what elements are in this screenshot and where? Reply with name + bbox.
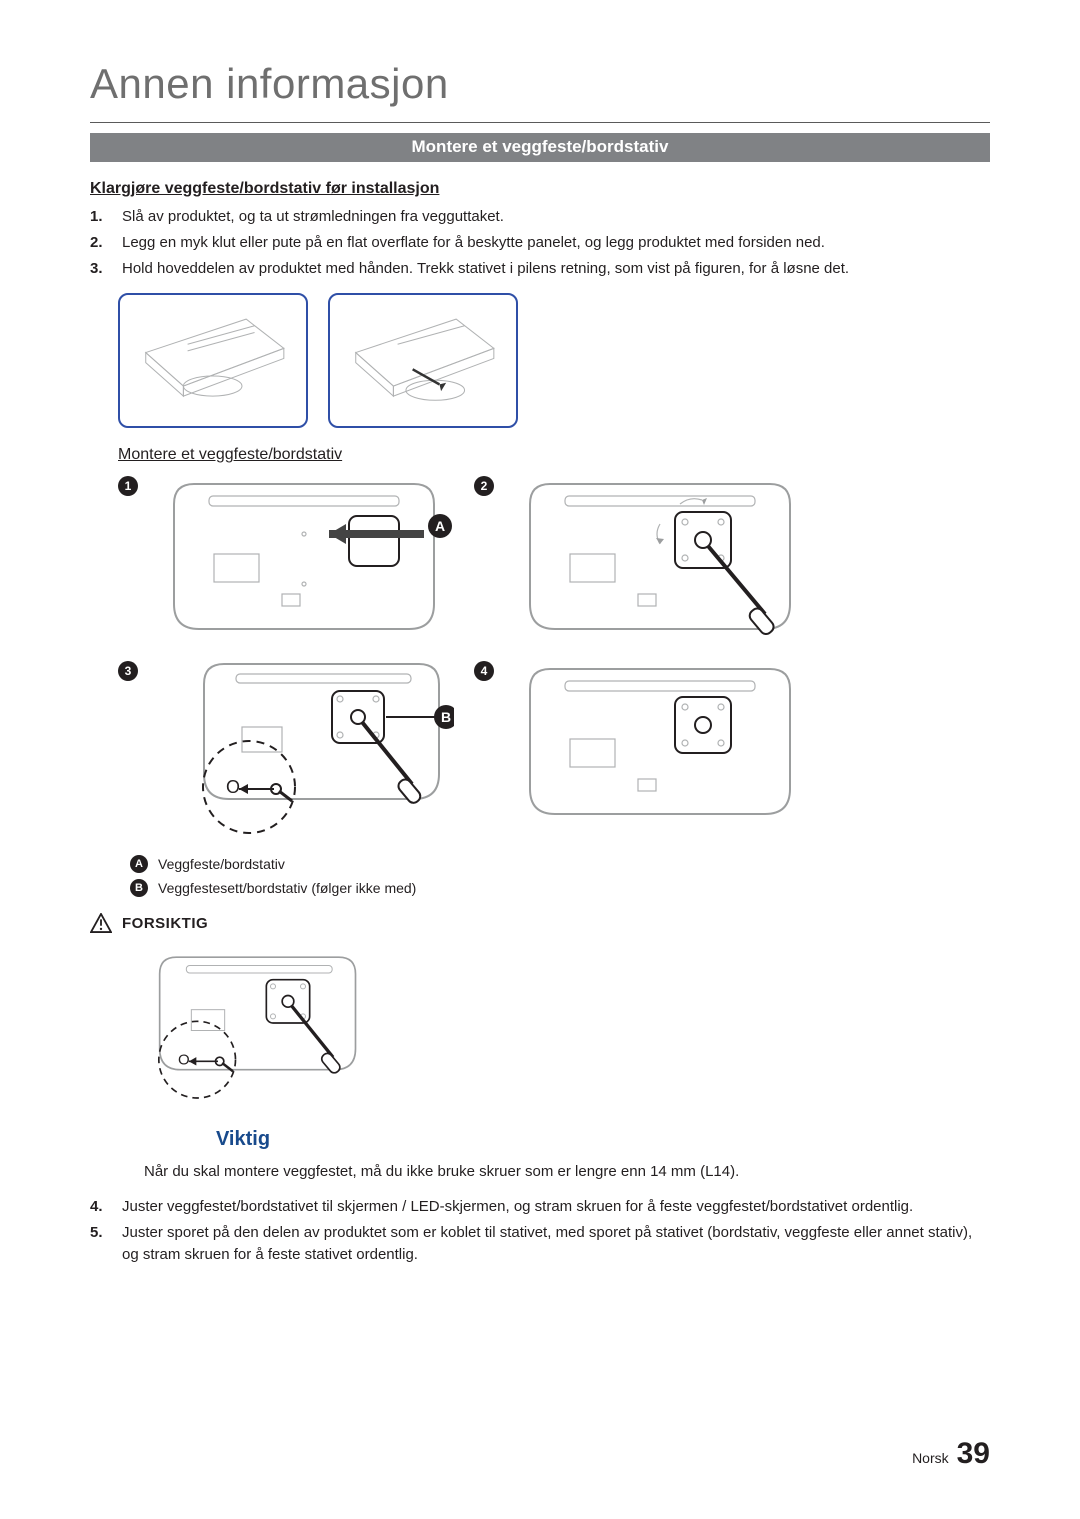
step-number: 4. (90, 1196, 112, 1218)
legend-row: A Veggfeste/bordstativ (130, 855, 990, 873)
prep-thumb-2 (328, 293, 518, 428)
step-number: 3. (90, 258, 112, 280)
tv-back-dashed-detail-icon: B O (154, 659, 454, 839)
page-title: Annen informasjon (90, 60, 990, 108)
panel-4 (510, 659, 820, 824)
tv-iso-icon (129, 302, 296, 420)
mount-grid: 1 A 2 (118, 474, 990, 839)
callout-a: A (435, 518, 445, 534)
step-text: Juster veggfestet/bordstativet til skjer… (122, 1196, 913, 1218)
section-bar: Montere et veggfeste/bordstativ (90, 133, 990, 162)
step-number: 2. (90, 232, 112, 254)
svg-text:O: O (226, 777, 240, 797)
tv-back-mounted-icon (510, 659, 810, 824)
callout-b: B (441, 709, 451, 725)
panel-badge-4: 4 (474, 661, 494, 681)
tv-back-bracket-arrow-icon: A (154, 474, 454, 639)
step-number: 1. (90, 206, 112, 228)
manual-page: Annen informasjon Montere et veggfeste/b… (0, 0, 1080, 1519)
step-text: Hold hoveddelen av produktet med hånden.… (122, 258, 849, 280)
panel-1: A (154, 474, 464, 639)
panel-3: B O (154, 659, 464, 839)
caution-row: FORSIKTIG (90, 913, 990, 933)
step-item: 3. Hold hoveddelen av produktet med hånd… (90, 258, 990, 280)
steps-top: 1. Slå av produktet, og ta ut strømledni… (90, 206, 990, 279)
step-item: 5. Juster sporet på den delen av produkt… (90, 1222, 990, 1266)
legend-row: B Veggfestesett/bordstativ (følger ikke … (130, 879, 990, 897)
step-item: 2. Legg en myk klut eller pute på en fla… (90, 232, 990, 254)
step-item: 1. Slå av produktet, og ta ut strømledni… (90, 206, 990, 228)
footer-page-number: 39 (957, 1437, 990, 1471)
panel-badge-3: 3 (118, 661, 138, 681)
tv-iso-remove-icon (339, 302, 506, 420)
callout-legend: A Veggfeste/bordstativ B Veggfestesett/b… (130, 855, 990, 897)
steps-bottom: 4. Juster veggfestet/bordstativet til sk… (90, 1196, 990, 1265)
step-text: Slå av produktet, og ta ut strømledninge… (122, 206, 504, 228)
title-rule (90, 122, 990, 123)
prep-heading: Klargjøre veggfeste/bordstativ før insta… (90, 180, 990, 198)
panel-badge-2: 2 (474, 476, 494, 496)
tv-back-screwdriver-icon (510, 474, 810, 639)
prep-figure-row (118, 293, 990, 428)
panel-2 (510, 474, 820, 639)
page-footer: Norsk 39 (912, 1437, 990, 1471)
mount-heading: Montere et veggfeste/bordstativ (118, 446, 990, 464)
step-text: Legg en myk klut eller pute på en flat o… (122, 232, 825, 254)
important-note: Når du skal montere veggfestet, må du ik… (144, 1161, 990, 1182)
legend-badge-b: B (130, 879, 148, 897)
caution-label: FORSIKTIG (122, 915, 208, 932)
svg-text:O: O (178, 1052, 190, 1069)
important-heading: Viktig (118, 1128, 368, 1151)
legend-text: Veggfeste/bordstativ (158, 856, 285, 872)
warning-triangle-icon (90, 913, 112, 933)
tv-back-caution-icon: O (118, 943, 368, 1113)
caution-figure: O (118, 943, 990, 1118)
prep-thumb-1 (118, 293, 308, 428)
legend-badge-a: A (130, 855, 148, 873)
step-text: Juster sporet på den delen av produktet … (122, 1222, 990, 1266)
footer-lang: Norsk (912, 1450, 949, 1466)
panel-badge-1: 1 (118, 476, 138, 496)
legend-text: Veggfestesett/bordstativ (følger ikke me… (158, 880, 416, 896)
step-number: 5. (90, 1222, 112, 1266)
step-item: 4. Juster veggfestet/bordstativet til sk… (90, 1196, 990, 1218)
